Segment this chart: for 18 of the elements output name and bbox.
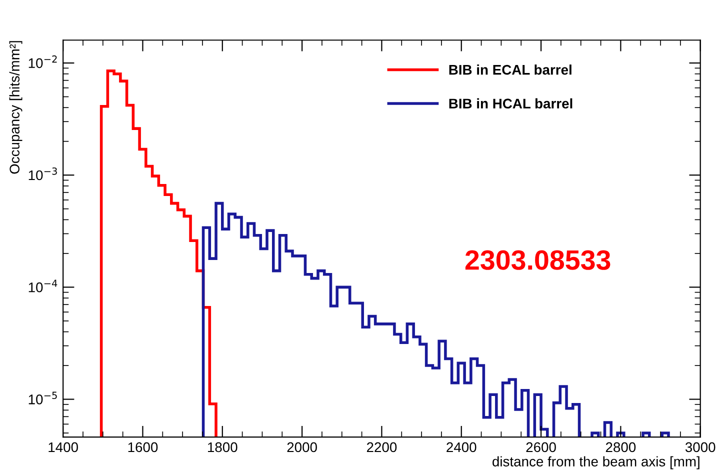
y-tick-label: 10$^{−5}$ bbox=[28, 392, 57, 404]
legend-label: BIB in HCAL barrel bbox=[449, 98, 572, 109]
x-tick-label: 2200 bbox=[366, 442, 397, 452]
x-tick-label: 2000 bbox=[287, 442, 317, 452]
x-tick-label: 1600 bbox=[128, 442, 158, 452]
x-tick-label: 1400 bbox=[48, 442, 78, 452]
x-axis-title: distance from the beam axis [mm] bbox=[492, 456, 700, 470]
y-tick-label: 10$^{−2}$ bbox=[28, 55, 57, 68]
x-tick-label: 1800 bbox=[208, 442, 238, 452]
x-tick-label: 2400 bbox=[446, 442, 476, 452]
y-tick-label: 10$^{−3}$ bbox=[28, 167, 57, 180]
y-tick-label: 10$^{−4}$ bbox=[28, 280, 58, 292]
legend-label: BIB in ECAL barrel bbox=[449, 64, 572, 75]
y-axis-title: Occupancy [hits/mm²] bbox=[9, 41, 22, 174]
x-tick-label: 2600 bbox=[526, 442, 556, 452]
x-tick-label: 3000 bbox=[685, 442, 716, 452]
annotation: 2303.08533 bbox=[465, 250, 610, 270]
x-tick-label: 2800 bbox=[606, 442, 636, 452]
